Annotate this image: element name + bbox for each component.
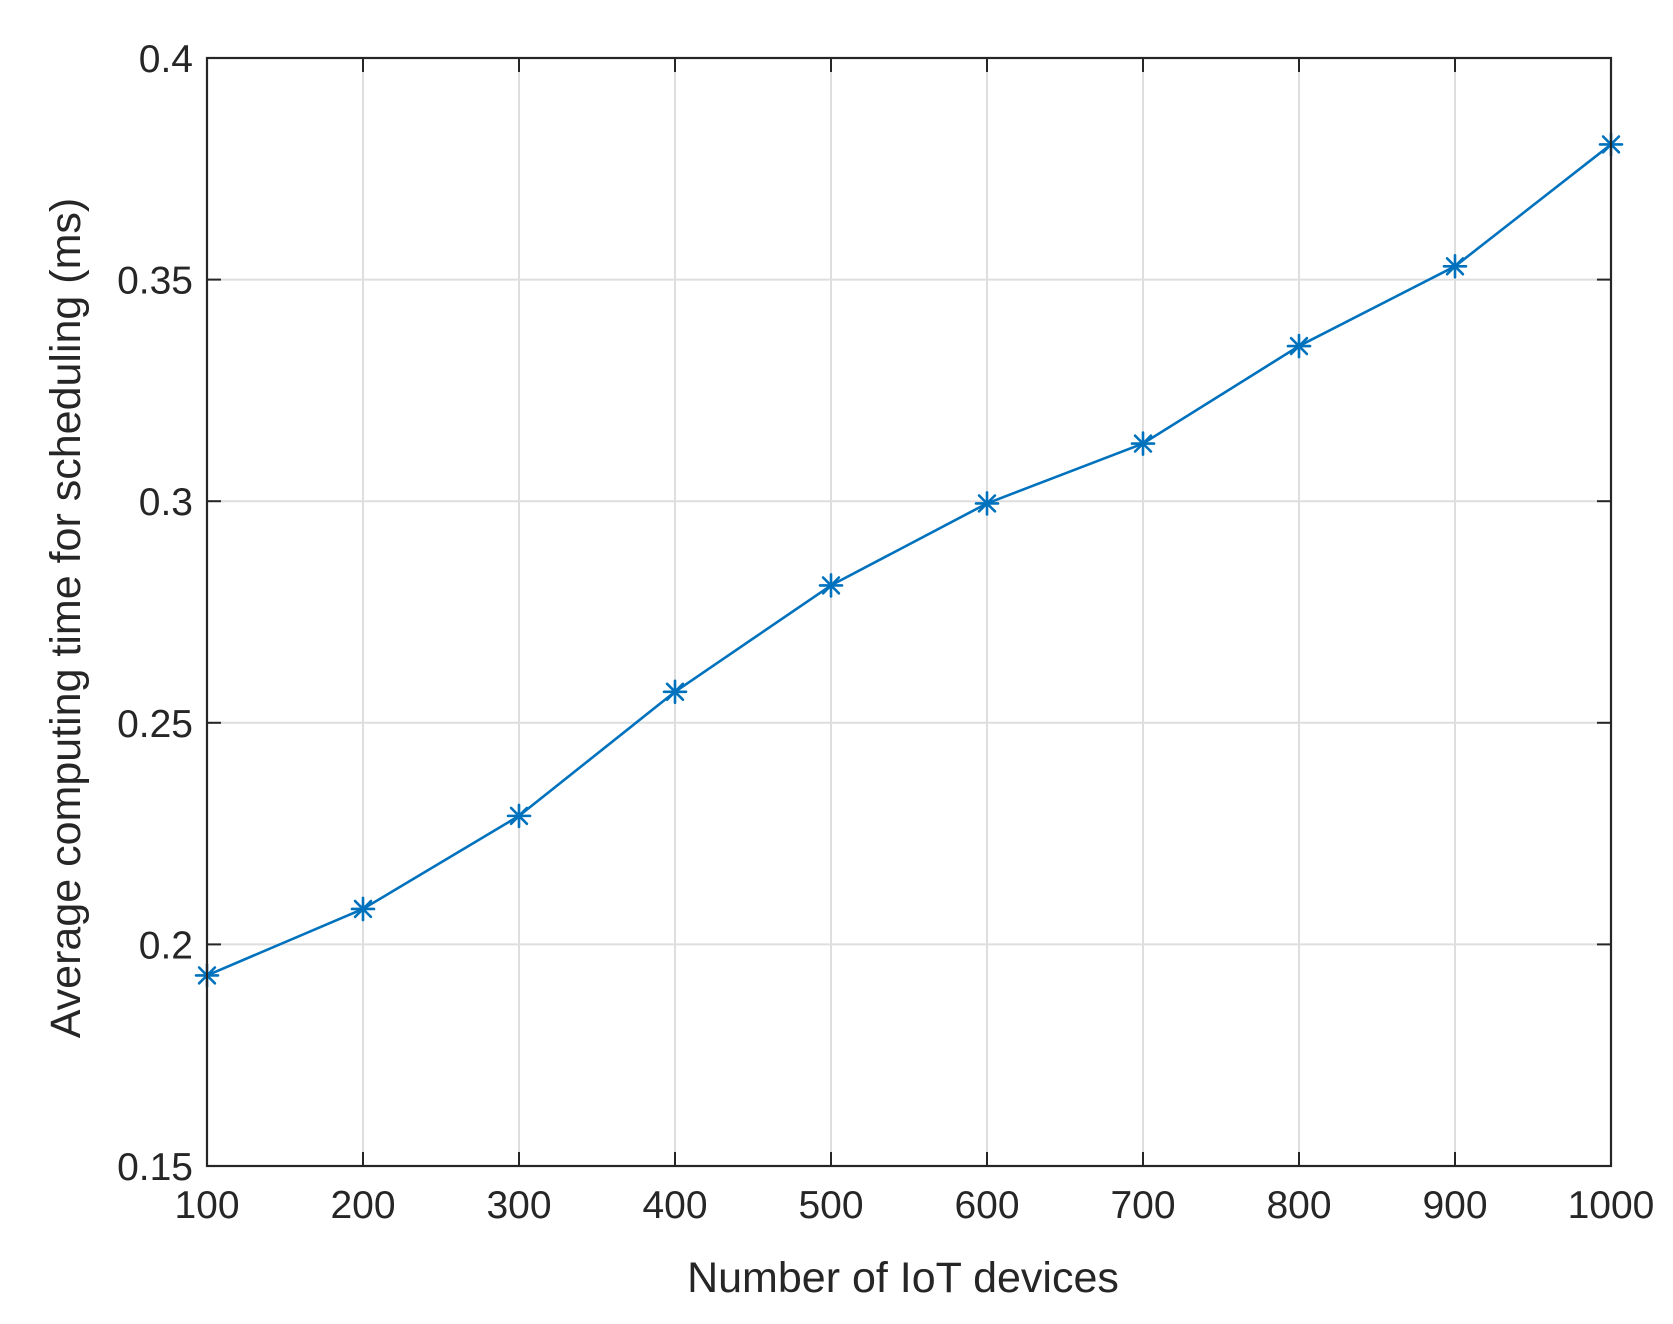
data-point-marker (350, 896, 376, 922)
y-tick-label: 0.3 (139, 481, 193, 524)
y-tick-label: 0.15 (117, 1146, 193, 1189)
x-tick-label: 900 (1422, 1184, 1487, 1227)
x-tick-label: 100 (174, 1184, 239, 1227)
plot-area (194, 132, 1624, 988)
y-tick-label: 0.35 (117, 260, 193, 303)
y-tick-label: 0.2 (139, 924, 193, 967)
x-tick-label: 600 (954, 1184, 1019, 1227)
data-point-marker (974, 491, 1000, 516)
x-tick-label: 500 (798, 1184, 863, 1227)
x-tick-label: 700 (1110, 1184, 1175, 1227)
data-point-marker (662, 679, 688, 705)
y-tick-label: 0.25 (117, 703, 193, 746)
data-point-marker (506, 803, 532, 829)
data-point-marker (1130, 431, 1156, 456)
y-axis-label: Average computing time for scheduling (m… (42, 198, 90, 1038)
x-tick-label: 300 (486, 1184, 551, 1227)
x-axis-label: Number of IoT devices (687, 1254, 1119, 1302)
marker-stroke (1445, 257, 1465, 276)
marker-stroke (1289, 336, 1309, 356)
x-tick-label: 800 (1266, 1184, 1331, 1227)
x-tick-label: 400 (642, 1184, 707, 1227)
y-tick-label: 0.4 (139, 38, 193, 81)
data-point-marker (1442, 254, 1468, 279)
data-point-marker (818, 573, 844, 598)
marker-stroke (977, 494, 997, 513)
marker-stroke (353, 899, 373, 919)
axes: 100 200 300 400 500 600 700 800 900 1000 0.15 0.2 0.… (117, 38, 1654, 1227)
marker-stroke (1133, 434, 1153, 453)
x-tick-label: 200 (330, 1184, 395, 1227)
data-point-marker (1286, 333, 1312, 359)
series-line (206, 143, 1612, 977)
x-tick-label: 1000 (1568, 1184, 1655, 1227)
marker-stroke (509, 806, 529, 826)
axes-box (205, 56, 1613, 1168)
marker-stroke (665, 682, 685, 701)
marker-stroke (821, 576, 841, 595)
